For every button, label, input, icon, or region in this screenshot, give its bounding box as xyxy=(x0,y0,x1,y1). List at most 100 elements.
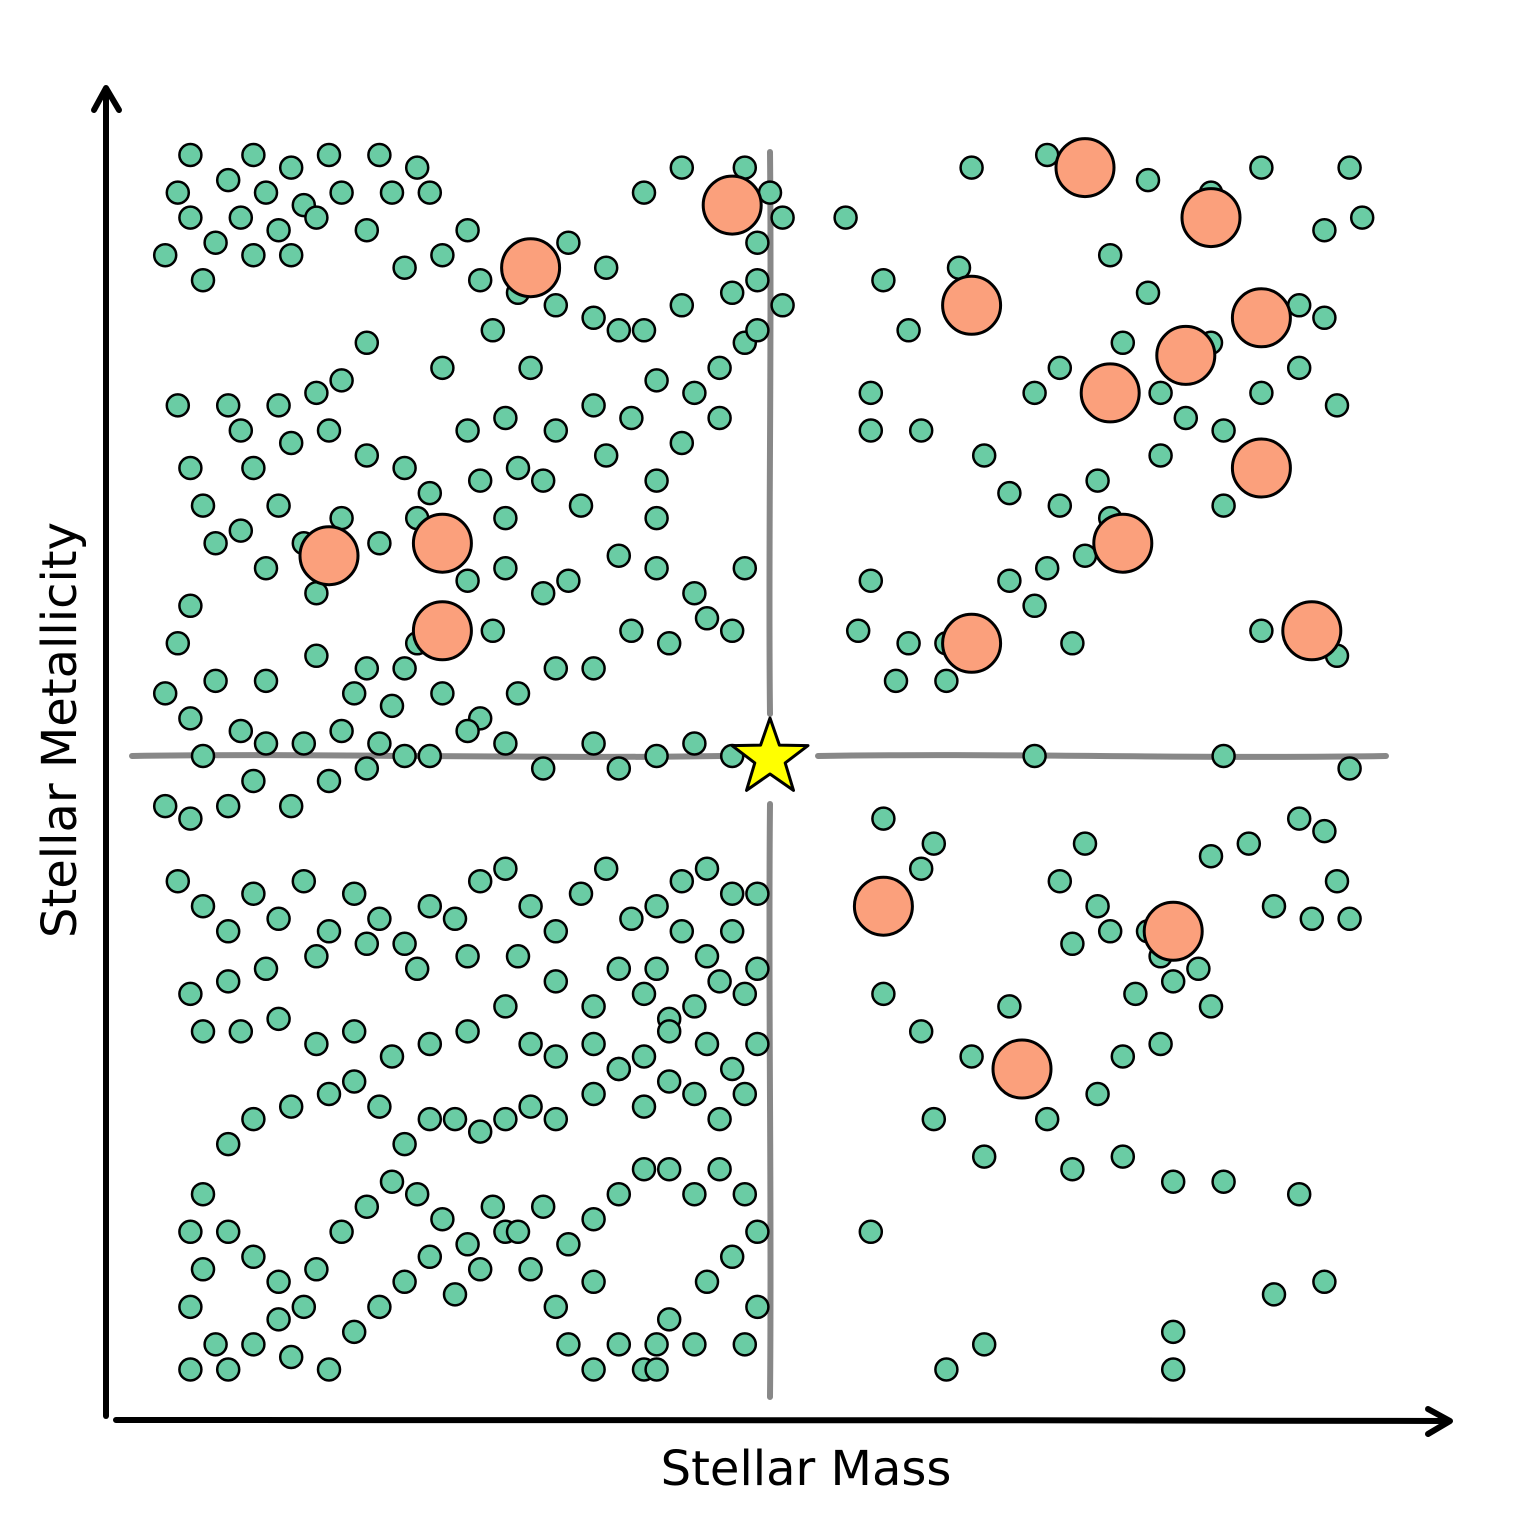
small-point xyxy=(871,981,896,1007)
divider-vertical-bottom xyxy=(766,801,774,1400)
small-point xyxy=(404,155,430,180)
small-point xyxy=(669,155,695,180)
small-point xyxy=(619,906,644,932)
small-point xyxy=(430,355,455,381)
x-axis-label: Stellar Mass xyxy=(661,1441,952,1497)
small-point xyxy=(341,1069,367,1094)
small-point xyxy=(480,318,506,343)
small-point xyxy=(644,555,669,581)
small-point xyxy=(190,493,216,518)
small-point xyxy=(505,455,531,481)
small-point xyxy=(1312,1269,1337,1295)
small-point xyxy=(606,1332,632,1357)
x-axis-arrowhead xyxy=(1425,1406,1453,1437)
small-point xyxy=(631,1156,657,1182)
small-point xyxy=(228,718,254,744)
small-point xyxy=(455,568,480,593)
small-point xyxy=(619,618,644,644)
small-point xyxy=(1148,1031,1173,1057)
small-point xyxy=(228,418,254,443)
small-point xyxy=(719,618,745,644)
small-point xyxy=(1261,1282,1287,1307)
small-point xyxy=(241,768,266,794)
small-point xyxy=(619,405,644,431)
small-point xyxy=(341,681,367,706)
small-point xyxy=(631,1044,657,1069)
small-point xyxy=(543,418,569,443)
large-point xyxy=(1079,362,1141,424)
small-point xyxy=(719,1056,745,1082)
small-point xyxy=(467,1257,493,1282)
small-point xyxy=(455,718,480,744)
divider-vertical-top xyxy=(766,149,774,717)
small-point xyxy=(1249,155,1274,180)
small-point xyxy=(505,944,531,969)
small-point xyxy=(833,205,858,230)
small-point xyxy=(606,756,632,781)
small-point xyxy=(694,606,720,631)
small-point xyxy=(1060,931,1085,957)
small-point xyxy=(203,230,228,255)
small-point xyxy=(392,656,417,681)
small-point xyxy=(253,956,279,982)
small-point xyxy=(178,1219,203,1245)
small-point xyxy=(530,580,556,606)
small-point xyxy=(631,981,657,1007)
small-point xyxy=(581,1031,606,1057)
small-point xyxy=(707,969,732,994)
small-point xyxy=(707,1106,732,1132)
small-point xyxy=(505,681,531,706)
small-point xyxy=(707,1156,732,1182)
small-point xyxy=(858,568,884,593)
small-point xyxy=(581,305,606,331)
small-point xyxy=(1085,468,1110,493)
small-point xyxy=(883,668,909,694)
small-point xyxy=(392,931,417,957)
small-point xyxy=(858,1219,884,1245)
small-point xyxy=(304,1031,329,1057)
small-point xyxy=(1110,1044,1136,1069)
small-point xyxy=(493,994,518,1019)
small-point xyxy=(190,1257,216,1282)
small-point xyxy=(543,919,569,944)
small-point xyxy=(669,868,695,894)
small-point xyxy=(178,142,203,168)
small-point xyxy=(543,969,569,994)
small-point xyxy=(266,393,291,418)
small-point xyxy=(266,1269,291,1295)
small-point xyxy=(959,155,984,180)
small-point xyxy=(1160,1357,1186,1382)
small-point xyxy=(367,142,392,168)
small-point xyxy=(858,380,884,406)
small-point xyxy=(543,1044,569,1069)
small-point xyxy=(934,668,959,694)
small-point xyxy=(316,418,342,443)
small-point xyxy=(316,768,342,794)
small-point xyxy=(165,868,191,894)
small-point xyxy=(1022,593,1047,619)
small-points-group xyxy=(152,142,1375,1382)
small-point xyxy=(215,1131,241,1157)
small-point xyxy=(278,1094,304,1119)
small-point xyxy=(669,293,695,318)
small-point xyxy=(329,1219,354,1245)
small-point xyxy=(354,656,380,681)
small-point xyxy=(442,1106,468,1132)
small-point xyxy=(392,455,417,481)
small-point xyxy=(543,293,569,318)
small-point xyxy=(329,718,354,744)
small-point xyxy=(745,230,770,255)
small-point xyxy=(278,430,304,456)
small-point xyxy=(644,1332,669,1357)
small-point xyxy=(291,1294,317,1320)
small-point xyxy=(228,1019,254,1044)
small-point xyxy=(669,919,695,944)
large-point xyxy=(1230,287,1292,349)
small-point xyxy=(215,393,241,418)
small-point xyxy=(152,793,178,819)
small-point xyxy=(316,1357,342,1382)
small-point xyxy=(304,643,329,669)
small-point xyxy=(203,530,228,556)
small-point xyxy=(178,593,203,619)
small-point xyxy=(732,555,758,581)
